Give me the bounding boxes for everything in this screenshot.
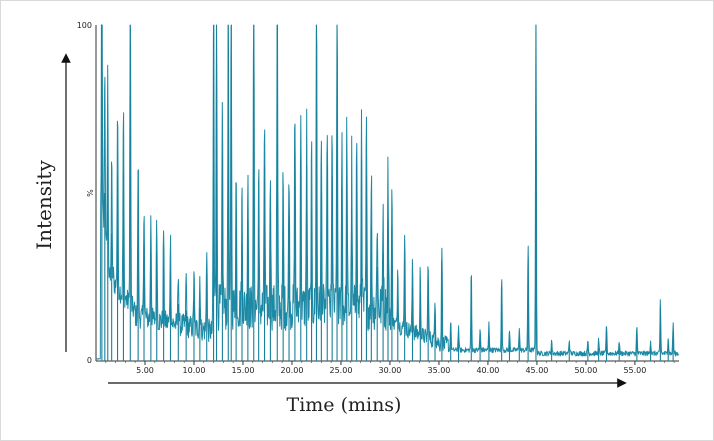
y-tick-100: 100	[77, 21, 92, 30]
x-axis-title: Time (mins)	[287, 394, 402, 416]
y-axis-title: Intensity	[32, 160, 56, 250]
x-tick-label: 25.00	[330, 366, 353, 375]
x-tick-label: 40.00	[476, 366, 499, 375]
x-tick-label: 30.00	[378, 366, 401, 375]
y-tick-0: 0	[87, 356, 92, 365]
x-ticks: 5.00 10.00 15.00 20.00 25.00 30.00 35.00 40.00 4…	[105, 361, 675, 375]
x-tick-label: 45.00	[525, 366, 548, 375]
x-tick-label: 10.00	[183, 366, 206, 375]
x-tick-label: 50.00	[574, 366, 597, 375]
x-tick-label: 35.00	[427, 366, 450, 375]
x-tick-label: 15.00	[232, 366, 255, 375]
y-unit-label: %	[86, 189, 95, 197]
x-tick-label: 20.00	[281, 366, 304, 375]
x-tick-label: 5.00	[136, 366, 154, 375]
x-tick-label: 55.00	[623, 366, 646, 375]
